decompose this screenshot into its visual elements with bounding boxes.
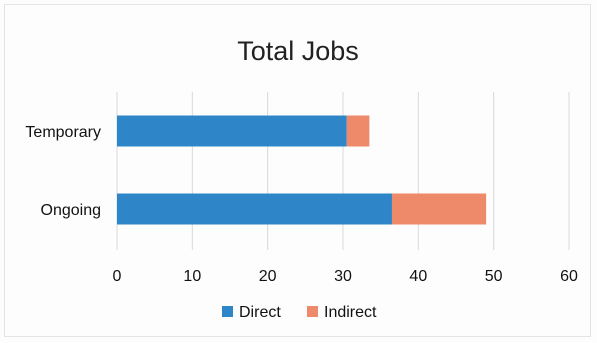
x-tick-labels: 0 10 20 30 40 50 60 — [113, 268, 578, 285]
bar-indirect-temporary — [346, 115, 370, 147]
x-tick-label: 0 — [113, 268, 122, 285]
x-tick-label: 50 — [485, 268, 503, 285]
bar-direct-temporary — [117, 115, 347, 147]
chart-frame — [4, 4, 591, 337]
bar-direct-ongoing — [117, 193, 392, 225]
x-tick-label: 20 — [259, 268, 277, 285]
category-labels: Temporary Ongoing — [25, 124, 101, 219]
legend-label-direct: Direct — [239, 304, 281, 321]
legend-swatch-indirect — [307, 306, 318, 317]
category-label: Temporary — [25, 124, 101, 141]
x-tick-label: 40 — [409, 268, 427, 285]
chart-title: Total Jobs — [237, 36, 359, 66]
bar-indirect-ongoing — [391, 193, 487, 225]
legend-label-indirect: Indirect — [324, 304, 377, 321]
x-tick-label: 60 — [560, 268, 578, 285]
x-tick-label: 30 — [334, 268, 352, 285]
bar-layer — [117, 115, 487, 225]
x-tick-label: 10 — [183, 268, 201, 285]
legend: Direct Indirect — [222, 304, 377, 321]
legend-swatch-direct — [222, 306, 233, 317]
category-label: Ongoing — [41, 202, 102, 219]
